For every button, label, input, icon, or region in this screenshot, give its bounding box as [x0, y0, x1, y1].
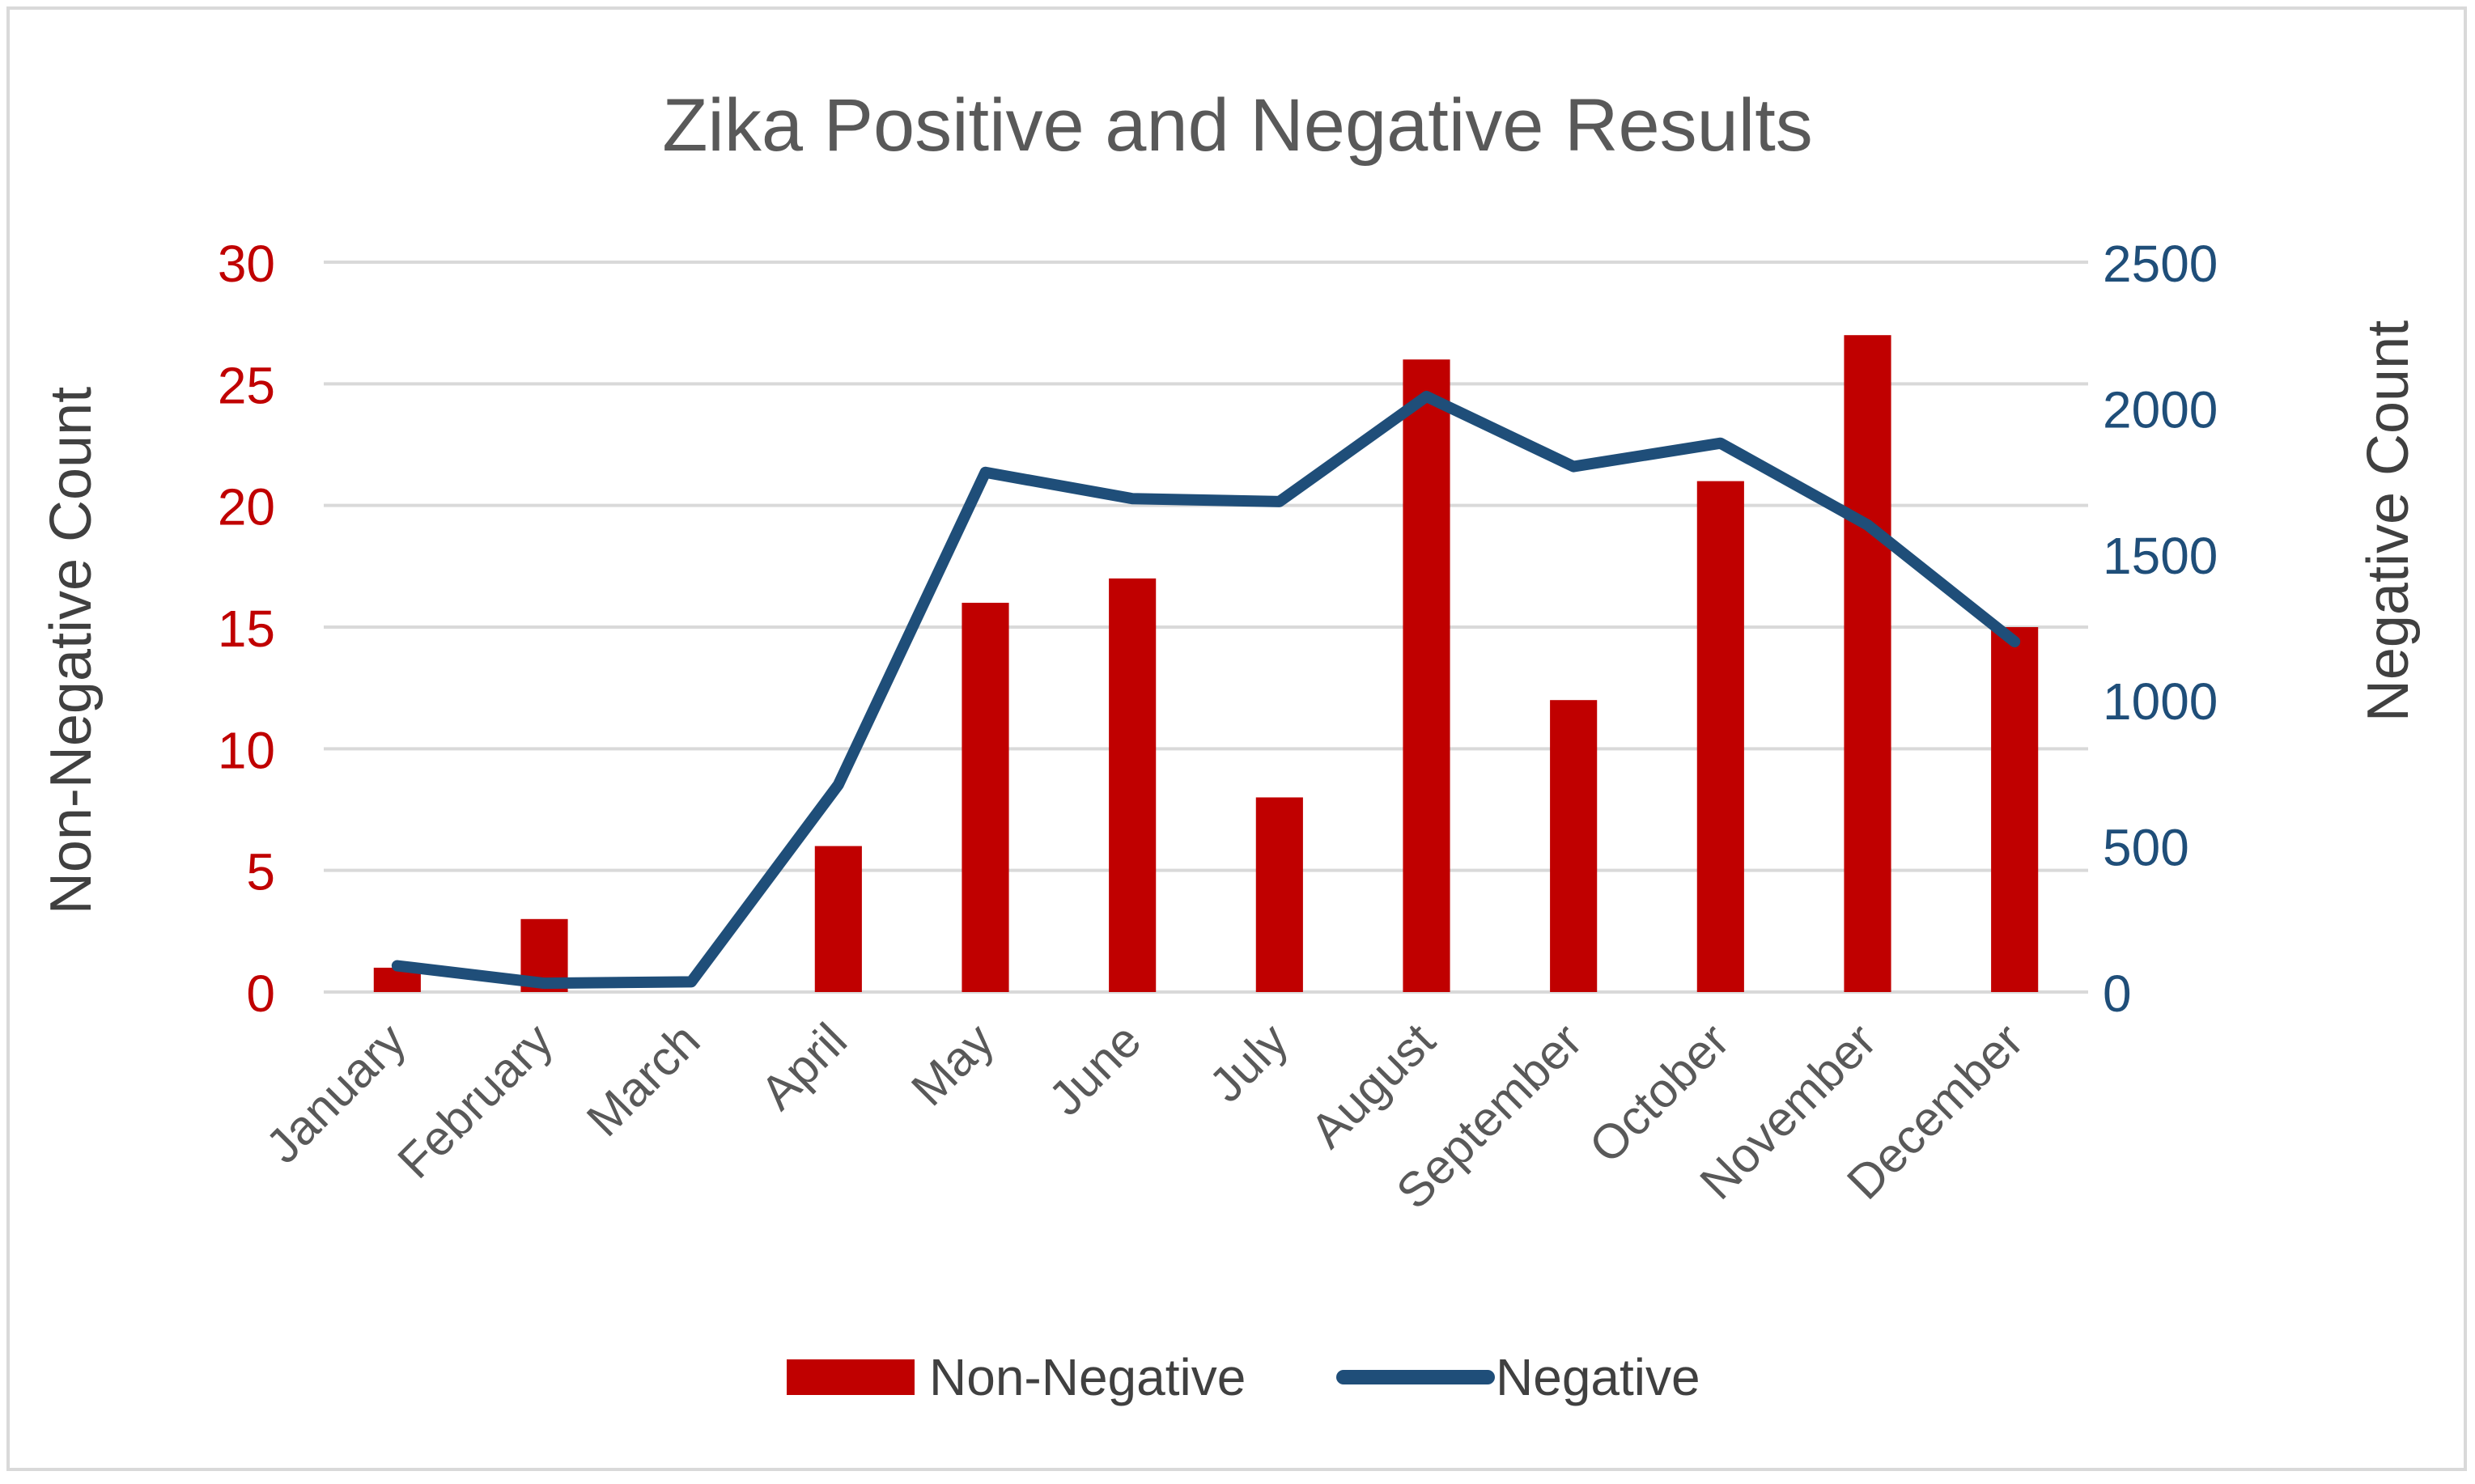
bar-august: [1403, 359, 1450, 992]
right-tick-label: 1500: [2103, 527, 2218, 585]
right-tick-label: 0: [2103, 965, 2132, 1023]
right-tick-label: 2000: [2103, 380, 2218, 439]
left-tick-label: 30: [218, 235, 275, 293]
bar-december: [1991, 627, 2039, 992]
bar-september: [1550, 700, 1598, 992]
bar-july: [1255, 797, 1303, 992]
right-axis-label: Negative Count: [2356, 320, 2421, 722]
line-series: [391, 390, 2021, 990]
legend-label-non-negative: Non-Negative: [929, 1348, 1246, 1406]
left-axis-ticks: 0 5 10 15 20 25 30: [218, 235, 275, 1023]
bar-october: [1696, 481, 1744, 992]
right-axis-ticks: 0 500 1000 1500 2000 2500: [2103, 235, 2218, 1023]
legend: Non-Negative Negative: [787, 1348, 1700, 1406]
left-tick-label: 0: [246, 965, 275, 1023]
right-tick-label: 2500: [2103, 235, 2218, 293]
chart-title: Zika Positive and Negative Results: [662, 84, 1813, 167]
left-tick-label: 5: [246, 843, 275, 901]
bar-june: [1109, 578, 1157, 992]
bar-series: [373, 335, 2039, 992]
right-tick-label: 500: [2103, 819, 2189, 877]
legend-label-negative: Negative: [1496, 1348, 1700, 1406]
negative-line: [391, 390, 2021, 990]
left-axis-label: Non-Negative Count: [39, 387, 104, 914]
left-tick-label: 20: [218, 478, 275, 536]
bar-april: [814, 846, 862, 992]
bar-november: [1844, 335, 1891, 992]
left-tick-label: 15: [218, 600, 275, 658]
left-tick-label: 10: [218, 721, 275, 779]
right-tick-label: 1000: [2103, 672, 2218, 731]
left-tick-label: 25: [218, 356, 275, 414]
bar-may: [962, 602, 1009, 992]
legend-swatch-non-negative: [787, 1359, 915, 1395]
chart-border: [6, 6, 2467, 1471]
